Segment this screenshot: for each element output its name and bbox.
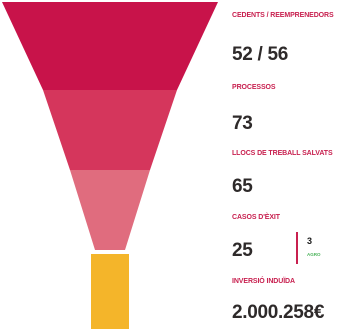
stat-label-llocs-treball: LLOCS DE TREBALL SALVATS [232,150,333,157]
stat-value-processos: 73 [232,113,253,134]
stat-value-cedents: 52 / 56 [232,44,289,65]
funnel-graphic [2,2,218,329]
funnel-segment-2 [43,90,177,170]
casos-agro-value: 3 [307,236,313,246]
funnel-segment-3 [70,170,150,250]
stat-label-cedents: CEDENTS / REEMPRENEDORS [232,12,334,19]
stat-label-inversio: INVERSIÓ INDUÏDA [232,278,295,285]
casos-agro-label: AGRO [307,252,321,257]
casos-divider [296,232,298,264]
stat-value-casos-exit: 25 [232,240,253,261]
stat-value-inversio: 2.000.258€ [232,302,325,323]
stats-panel: CEDENTS / REEMPRENEDORS 52 / 56 PROCESSO… [232,0,357,329]
stat-value-llocs-treball: 65 [232,176,253,197]
stat-label-casos-exit: CASOS D'ÈXIT [232,214,280,221]
stat-label-processos: PROCESSOS [232,84,276,91]
funnel-segment-4 [91,254,129,329]
funnel-segment-1 [2,2,218,90]
